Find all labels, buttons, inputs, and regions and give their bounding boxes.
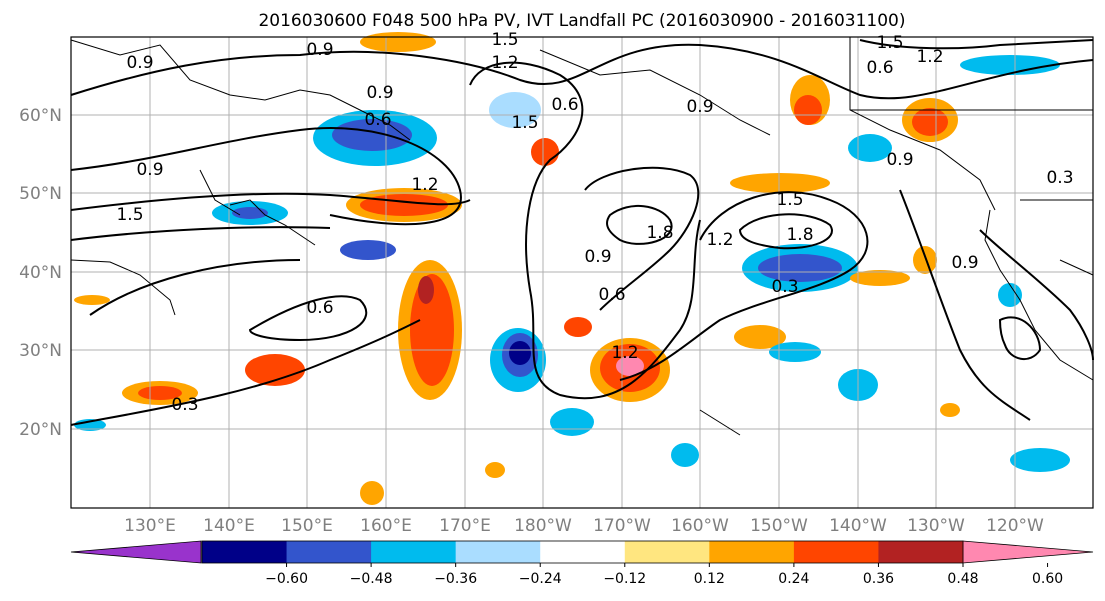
contour-label: 1.5	[511, 113, 538, 133]
contour-labels: 0.9 0.9 0.9 0.6 1.2 1.5 1.2 0.9 1.5 0.6 1.2 0.6 0.9 0…	[116, 30, 1073, 415]
lon-tick-label: 160°W	[671, 516, 729, 536]
contour-label: 0.6	[866, 58, 893, 78]
lon-tick-label: 140°W	[829, 516, 887, 536]
contour-label: 1.5	[876, 33, 903, 53]
lon-tick-label: 170°W	[593, 516, 651, 536]
colorbar-tick-label: −0.60	[265, 571, 308, 587]
latitude-labels: 60°N 50°N 40°N 30°N 20°N	[19, 106, 62, 440]
colorbar-tick-label: 0.12	[694, 571, 725, 587]
colorbar-extend-low	[70, 540, 202, 564]
lat-tick-label: 60°N	[19, 106, 62, 126]
lon-tick-label: 130°W	[907, 516, 965, 536]
lon-tick-label: 130°E	[124, 516, 176, 536]
colorbar-swatch	[624, 541, 710, 563]
lon-tick-label: 170°E	[439, 516, 491, 536]
colorbar-tick-label: −0.24	[519, 571, 562, 587]
colorbar-tick-label: −0.12	[603, 571, 646, 587]
colorbar-swatch	[286, 541, 372, 563]
colorbar-swatch	[540, 541, 626, 563]
colorbar-extend-high	[962, 540, 1094, 564]
lat-tick-label: 40°N	[19, 263, 62, 283]
contour-label: 0.6	[598, 285, 625, 305]
contour-label: 0.6	[306, 298, 333, 318]
colorbar-swatch	[371, 541, 457, 563]
lat-tick-label: 30°N	[19, 341, 62, 361]
colorbar-tick-label: 0.36	[863, 571, 894, 587]
contour-label: 1.2	[491, 53, 518, 73]
contour-label: 0.9	[136, 160, 163, 180]
plot-title: 2016030600 F048 500 hPa PV, IVT Landfall…	[258, 11, 905, 31]
lon-tick-label: 150°E	[281, 516, 333, 536]
contour-label: 1.8	[786, 225, 813, 245]
pv-contours	[70, 39, 1094, 426]
colorbar-swatch	[455, 541, 541, 563]
contour-label: 1.5	[776, 190, 803, 210]
lon-tick-label: 160°E	[360, 516, 412, 536]
contour-label: 1.2	[411, 175, 438, 195]
lon-tick-label: 140°E	[203, 516, 255, 536]
colorbar-tick-label: 0.24	[778, 571, 809, 587]
lon-tick-label: 120°W	[986, 516, 1044, 536]
map-panel: 0.9 0.9 0.9 0.6 1.2 1.5 1.2 0.9 1.5 0.6 1.2 0.6 0.9 0…	[70, 30, 1094, 509]
contour-label: 0.9	[886, 150, 913, 170]
contour-label: 0.9	[686, 97, 713, 117]
contour-label: 1.2	[916, 47, 943, 67]
contour-label: 1.2	[611, 343, 638, 363]
contour-label: 0.6	[364, 110, 391, 130]
contour-label: 0.9	[126, 53, 153, 73]
longitude-labels: 130°E 140°E 150°E 160°E 170°E 180°W 170°W 160°W…	[124, 516, 1044, 536]
contour-label: 0.9	[951, 253, 978, 273]
colorbar-tick-label: 0.60	[1032, 571, 1063, 587]
contour-label: 1.5	[491, 30, 518, 50]
colorbar-swatch	[202, 541, 288, 563]
contour-label: 1.5	[116, 205, 143, 225]
contour-label: 0.9	[306, 40, 333, 60]
colorbar: −0.60 −0.48 −0.36 −0.24 −0.12 0.12 0.24 0.36 0.4…	[70, 540, 1094, 587]
shaded-anomalies	[74, 32, 1070, 505]
lat-tick-label: 20°N	[19, 420, 62, 440]
colorbar-swatch	[878, 541, 964, 563]
contour-label: 0.3	[1046, 168, 1073, 188]
contour-label: 0.9	[366, 83, 393, 103]
coastlines	[70, 37, 1094, 436]
lon-tick-label: 150°W	[750, 516, 808, 536]
lon-tick-label: 180°W	[514, 516, 572, 536]
contour-label: 0.3	[171, 395, 198, 415]
contour-label: 1.8	[646, 223, 673, 243]
contour-label: 0.6	[551, 95, 578, 115]
contour-label: 0.9	[584, 247, 611, 267]
colorbar-tick-label: 0.48	[947, 571, 978, 587]
colorbar-swatch	[709, 541, 795, 563]
contour-label: 0.3	[771, 277, 798, 297]
colorbar-swatch	[793, 541, 879, 563]
colorbar-tick-label: −0.48	[350, 571, 393, 587]
colorbar-tick-label: −0.36	[434, 571, 477, 587]
contour-label: 1.2	[706, 230, 733, 250]
lat-tick-label: 50°N	[19, 184, 62, 204]
